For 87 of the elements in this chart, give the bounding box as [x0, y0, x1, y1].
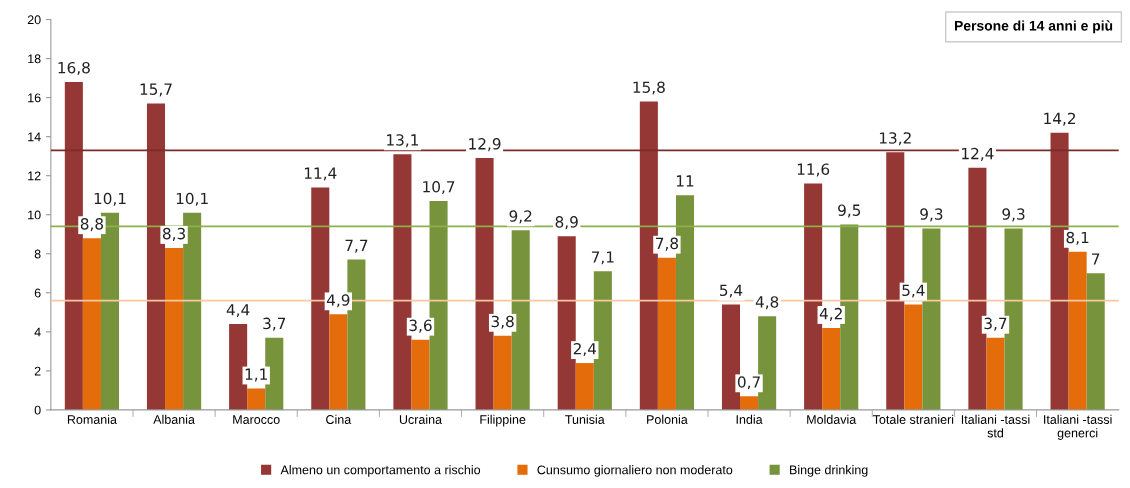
- bar: [1086, 273, 1105, 410]
- bar: [575, 363, 594, 410]
- data-label: 8,3: [162, 227, 185, 241]
- bar: [183, 212, 202, 410]
- data-label: 4,2: [819, 307, 842, 321]
- x-tick-label: Totale stranieri: [872, 414, 954, 424]
- data-label: 5,4: [902, 284, 925, 298]
- data-label: 11,6: [797, 163, 830, 177]
- legend-label: Almeno un comportamento a rischio: [280, 465, 481, 477]
- bar: [329, 314, 348, 410]
- y-tick-label: 6: [34, 288, 41, 298]
- y-tick-label: 10: [28, 210, 41, 220]
- data-label: 8,8: [80, 218, 104, 232]
- data-label: 4,9: [326, 294, 350, 308]
- y-tick-label: 12: [28, 171, 41, 181]
- legend-label: Cunsumo giornaliero non moderato: [537, 465, 733, 477]
- x-tick-label: Italiani -tassi generci: [1044, 414, 1112, 440]
- data-label: 3,7: [984, 317, 1007, 331]
- bar: [904, 304, 923, 410]
- y-tick-label: 2: [34, 366, 41, 376]
- data-label: 7,7: [345, 239, 368, 253]
- data-label: 1,1: [245, 368, 267, 382]
- bar: [247, 388, 266, 410]
- data-label: 15,7: [140, 83, 172, 97]
- data-label: 12,9: [469, 138, 501, 152]
- bar: [840, 224, 859, 410]
- y-tick-label: 20: [27, 15, 41, 25]
- bar: [82, 238, 101, 410]
- data-label: 5,4: [720, 284, 743, 298]
- bar: [64, 81, 83, 410]
- data-label: 0,7: [737, 376, 760, 390]
- data-label: 3,7: [263, 317, 286, 331]
- bar: [411, 339, 430, 410]
- data-label: 13,1: [387, 134, 419, 148]
- x-tick-label: Polonia: [647, 414, 688, 424]
- data-label: 9,2: [509, 210, 532, 224]
- data-label: 7,1: [591, 251, 614, 265]
- y-tick-label: 18: [28, 54, 41, 64]
- x-tick-label: India: [736, 414, 763, 424]
- x-tick-label: Ucraina: [399, 414, 443, 424]
- y-tick-label: 14: [28, 132, 41, 142]
- data-label: 11,4: [304, 167, 337, 181]
- data-label: 15,8: [633, 81, 665, 95]
- bar: [758, 316, 777, 410]
- legend-label: Binge drinking: [790, 465, 868, 477]
- bar: [493, 335, 512, 410]
- data-label: 7: [1092, 253, 1100, 265]
- x-tick-label: Cina: [326, 414, 352, 424]
- data-label: 3,6: [409, 319, 432, 333]
- bar: [657, 257, 676, 410]
- x-tick-label: Moldavia: [807, 414, 857, 424]
- y-tick-label: 0: [34, 405, 41, 415]
- x-tick-label: Albania: [153, 414, 195, 424]
- data-label: 9,3: [1002, 208, 1025, 222]
- data-label: 3,8: [491, 315, 514, 329]
- data-label: 10,1: [176, 192, 208, 206]
- y-tick-label: 4: [34, 327, 41, 337]
- data-label: 10,1: [94, 192, 126, 206]
- data-label: 4,4: [226, 304, 250, 318]
- bar: [265, 337, 284, 410]
- data-label: 8,1: [1066, 231, 1089, 245]
- x-tick-label: Italiani -tassi std: [961, 414, 1030, 438]
- x-tick-label: Romania: [67, 414, 117, 424]
- x-tick-label: Filippine: [480, 414, 526, 427]
- x-tick-label: Marocco: [233, 415, 280, 424]
- y-tick-label: 16: [28, 93, 41, 103]
- x-tick-label: Tunisia: [565, 414, 605, 424]
- bar: [986, 337, 1005, 410]
- data-label: 4,8: [755, 296, 779, 310]
- bar: [740, 396, 759, 410]
- data-label: 2,4: [573, 343, 597, 357]
- bar: [639, 101, 658, 410]
- chart-title: Persone di 14 anni e più: [954, 20, 1113, 34]
- data-label: 9,3: [920, 208, 943, 222]
- data-label: 13,2: [879, 132, 911, 146]
- bar: [165, 247, 184, 410]
- data-label: 16,8: [58, 61, 90, 76]
- data-label: 7,8: [656, 237, 679, 251]
- data-label: 9,5: [838, 204, 861, 218]
- data-label: 10,7: [423, 180, 455, 195]
- data-label: 12,4: [962, 147, 994, 161]
- data-label: 8,9: [555, 216, 578, 230]
- data-label: 14,2: [1044, 112, 1076, 126]
- bar: [822, 327, 841, 410]
- bar: [1068, 251, 1087, 410]
- data-label: 11: [676, 175, 694, 187]
- y-tick-label: 8: [34, 249, 41, 259]
